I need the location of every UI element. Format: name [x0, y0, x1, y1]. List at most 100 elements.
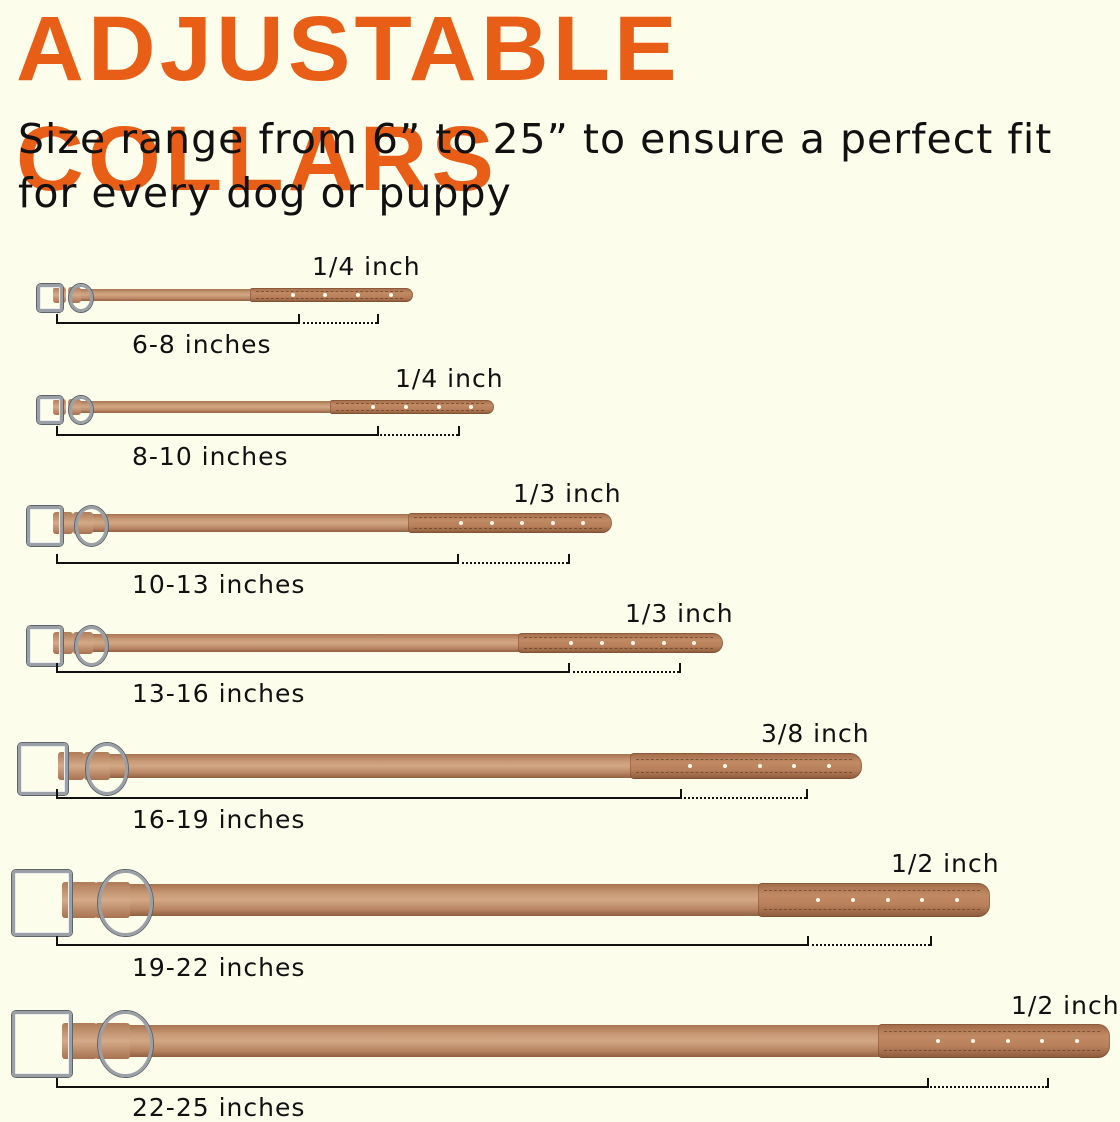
collar-strap: [85, 514, 418, 532]
adjustment-hole: [757, 764, 762, 768]
bracket-tick: [377, 426, 379, 436]
bracket-tick: [568, 554, 570, 564]
size-label: 13-16 inches: [132, 679, 306, 708]
adjustment-hole: [371, 405, 375, 409]
width-label: 1/3 inch: [625, 599, 734, 628]
width-label: 1/4 inch: [395, 364, 504, 393]
collar-tip: [330, 400, 494, 414]
stitching: [256, 291, 403, 299]
adjustment-hole: [630, 641, 635, 645]
collar-tip: [758, 883, 990, 917]
adjustment-hole: [403, 405, 408, 409]
bracket-tick: [568, 663, 570, 673]
stitching: [764, 890, 980, 910]
page-subtitle: Size range from 6” to 25” to ensure a pe…: [18, 115, 1053, 217]
buckle-icon: [12, 869, 72, 937]
adjustment-hole: [661, 641, 666, 645]
adjustable-range-dotted: [680, 797, 806, 799]
d-ring-icon: [86, 743, 129, 795]
adjustment-hole: [688, 764, 692, 768]
collar-tip: [250, 288, 413, 302]
adjustment-hole: [1005, 1039, 1010, 1043]
bracket-tick: [807, 936, 809, 946]
adjustment-hole: [692, 641, 697, 645]
bracket-tick: [56, 663, 58, 673]
adjustment-hole: [469, 405, 474, 409]
size-label: 22-25 inches: [132, 1093, 306, 1122]
adjustment-hole: [920, 898, 925, 902]
adjustment-hole: [459, 521, 463, 525]
adjustment-hole: [1040, 1039, 1045, 1043]
collar-strap: [85, 634, 528, 652]
buckle-icon: [18, 743, 68, 795]
size-label: 10-13 inches: [132, 570, 306, 599]
length-bracket-solid: [56, 434, 377, 436]
length-bracket-solid: [56, 797, 680, 799]
stitching: [524, 637, 713, 649]
size-label: 8-10 inches: [132, 442, 289, 471]
bracket-tick: [377, 314, 379, 324]
adjustment-hole: [885, 898, 890, 902]
collar-strap: [117, 884, 768, 916]
d-ring-icon: [69, 395, 94, 425]
size-label: 19-22 inches: [132, 953, 306, 982]
d-ring-icon: [98, 1010, 153, 1078]
length-bracket-solid: [56, 322, 298, 324]
collar-tip: [408, 513, 612, 533]
adjustment-hole: [1075, 1039, 1080, 1043]
adjustment-hole: [722, 764, 727, 768]
adjustment-hole: [323, 293, 328, 297]
length-bracket-solid: [56, 562, 457, 564]
keeper-loop: [62, 882, 98, 918]
bracket-tick: [56, 426, 58, 436]
adjustment-hole: [520, 521, 525, 525]
adjustment-hole: [850, 898, 855, 902]
collar-tip: [878, 1024, 1110, 1058]
keeper-loop: [62, 1023, 98, 1059]
bracket-tick: [930, 936, 932, 946]
collar-strap: [100, 754, 640, 778]
stitching: [884, 1031, 1100, 1051]
bracket-tick: [1047, 1078, 1049, 1088]
adjustable-range-dotted: [568, 671, 679, 673]
bracket-tick: [56, 1078, 58, 1088]
width-label: 3/8 inch: [761, 719, 870, 748]
bracket-tick: [679, 663, 681, 673]
adjustable-range-dotted: [457, 562, 568, 564]
adjustment-hole: [936, 1039, 940, 1043]
bracket-tick: [457, 554, 459, 564]
adjustment-hole: [388, 293, 393, 297]
keeper-loop: [58, 752, 85, 780]
width-label: 1/2 inch: [891, 849, 1000, 878]
length-bracket-solid: [56, 944, 807, 946]
adjustment-hole: [290, 293, 295, 297]
bracket-tick: [927, 1078, 929, 1088]
stitching: [414, 517, 602, 529]
adjustment-hole: [436, 405, 441, 409]
stitching: [636, 758, 852, 774]
length-bracket-solid: [56, 671, 568, 673]
adjustable-range-dotted: [377, 434, 458, 436]
page-title: ADJUSTABLE COLLARS: [16, 0, 681, 210]
adjustment-hole: [827, 764, 832, 768]
bracket-tick: [56, 554, 58, 564]
bracket-tick: [298, 314, 300, 324]
adjustment-hole: [792, 764, 797, 768]
bracket-tick: [56, 936, 58, 946]
buckle-icon: [12, 1010, 72, 1078]
d-ring-icon: [98, 869, 153, 937]
bracket-tick: [56, 314, 58, 324]
size-label: 6-8 inches: [132, 330, 272, 359]
buckle-icon: [27, 505, 63, 547]
collar-tip: [518, 633, 723, 653]
buckle-icon: [37, 283, 63, 313]
collar-tip: [630, 753, 862, 779]
adjustment-hole: [970, 1039, 975, 1043]
bracket-tick: [458, 426, 460, 436]
buckle-icon: [27, 625, 63, 667]
collar-strap: [76, 289, 260, 301]
d-ring-icon: [75, 505, 109, 547]
collar-strap: [117, 1025, 888, 1057]
adjustment-hole: [581, 521, 586, 525]
width-label: 1/4 inch: [312, 252, 421, 281]
